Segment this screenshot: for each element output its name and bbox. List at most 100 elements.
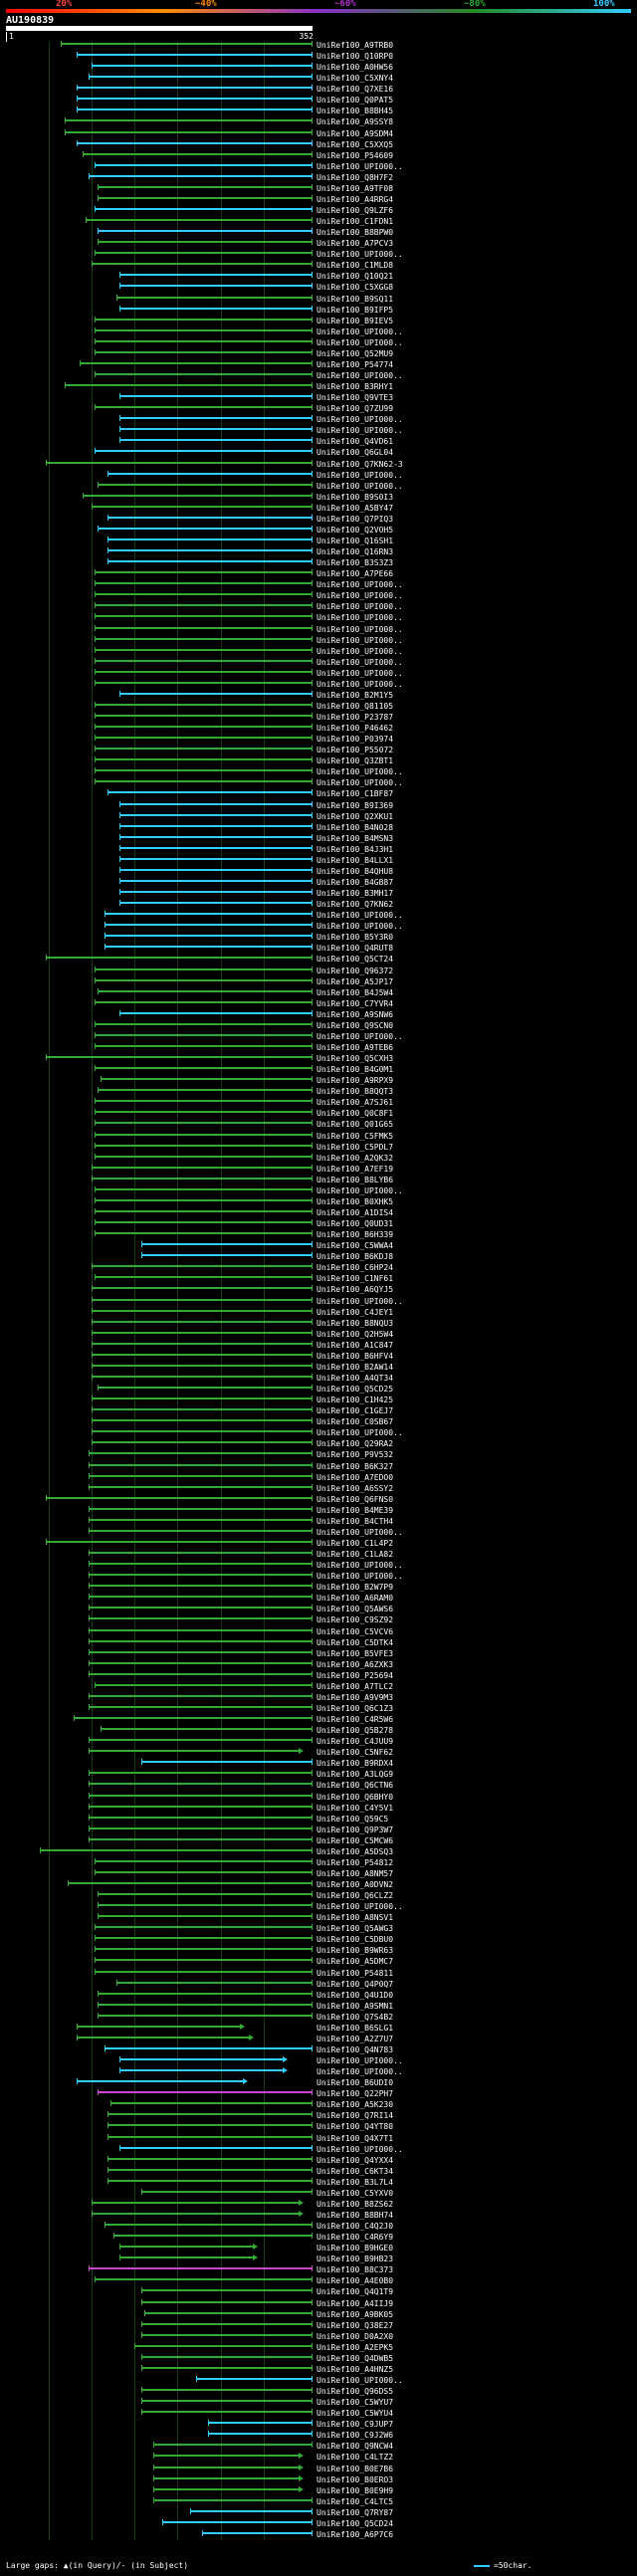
hit-label[interactable]: UniRef100_UPI000..: [317, 624, 403, 634]
hit-row[interactable]: UniRef100_A5K230: [0, 2099, 637, 2110]
hit-row[interactable]: UniRef100_C0SB67: [0, 1416, 637, 1427]
hit-label[interactable]: UniRef100_Q4YXX4: [317, 2155, 394, 2165]
hit-label[interactable]: UniRef100_A7PCV3: [317, 239, 394, 249]
hit-label[interactable]: UniRef100_A2QK32: [317, 1153, 394, 1163]
hit-label[interactable]: UniRef100_UPI000..: [317, 1296, 403, 1306]
hit-row[interactable]: UniRef100_UPI000..: [0, 370, 637, 381]
hit-row[interactable]: UniRef100_A9RPX9: [0, 1075, 637, 1086]
hit-row[interactable]: UniRef100_C4Y5V1: [0, 1803, 637, 1814]
hit-label[interactable]: UniRef100_A8NSV1: [317, 1913, 394, 1923]
hit-row[interactable]: UniRef100_Q22PH7: [0, 2088, 637, 2099]
hit-row[interactable]: UniRef100_Q5AWG3: [0, 1923, 637, 1934]
hit-label[interactable]: UniRef100_A2Z7U7: [317, 2034, 394, 2043]
hit-label[interactable]: UniRef100_Q5AWS6: [317, 1605, 394, 1614]
hit-row[interactable]: UniRef100_A6QYJ5: [0, 1284, 637, 1295]
hit-label[interactable]: UniRef100_Q4N783: [317, 2045, 394, 2055]
hit-label[interactable]: UniRef100_D0A2X0: [317, 2331, 394, 2341]
hit-row[interactable]: UniRef100_Q6BHY0: [0, 1792, 637, 1803]
hit-label[interactable]: UniRef100_UPI000..: [317, 2056, 403, 2066]
hit-label[interactable]: UniRef100_C5XNY4: [317, 74, 394, 84]
hit-row[interactable]: UniRef100_Q7PIQ3: [0, 514, 637, 525]
hit-row[interactable]: UniRef100_Q5CXH3: [0, 1053, 637, 1064]
hit-label[interactable]: UniRef100_Q7ZU99: [317, 404, 394, 414]
hit-label[interactable]: UniRef100_C5DBU0: [317, 1935, 394, 1945]
hit-row[interactable]: UniRef100_Q10Q21: [0, 271, 637, 282]
hit-row[interactable]: UniRef100_A7EF19: [0, 1164, 637, 1175]
hit-label[interactable]: UniRef100_Q4VD61: [317, 437, 394, 447]
hit-row[interactable]: UniRef100_P55072: [0, 745, 637, 755]
hit-row[interactable]: UniRef100_A4IIJ9: [0, 2298, 637, 2309]
hit-row[interactable]: UniRef100_B8BPW0: [0, 227, 637, 238]
hit-label[interactable]: UniRef100_Q2XKU1: [317, 811, 394, 821]
hit-row[interactable]: UniRef100_Q16SH1: [0, 536, 637, 546]
hit-label[interactable]: UniRef100_Q7RI14: [317, 2111, 394, 2121]
hit-row[interactable]: UniRef100_A7SJ61: [0, 1097, 637, 1108]
hit-row[interactable]: UniRef100_UPI000..: [0, 635, 637, 646]
hit-row[interactable]: UniRef100_UPI000..: [0, 766, 637, 777]
hit-row[interactable]: UniRef100_A5BY47: [0, 503, 637, 514]
hit-label[interactable]: UniRef100_C9SZ92: [317, 1615, 394, 1625]
hit-row[interactable]: UniRef100_C1NF61: [0, 1273, 637, 1284]
hit-label[interactable]: UniRef100_B3RHY1: [317, 382, 394, 392]
hit-row[interactable]: UniRef100_B6UDI0: [0, 2077, 637, 2088]
hit-label[interactable]: UniRef100_Q5CD25: [317, 1385, 394, 1395]
hit-row[interactable]: UniRef100_A1C847: [0, 1340, 637, 1351]
hit-label[interactable]: UniRef100_A7PE66: [317, 569, 394, 579]
hit-label[interactable]: UniRef100_C1LA82: [317, 1550, 394, 1560]
hit-row[interactable]: UniRef100_C5DBU0: [0, 1934, 637, 1945]
hit-label[interactable]: UniRef100_UPI000..: [317, 646, 403, 656]
hit-row[interactable]: UniRef100_B2M1Y5: [0, 690, 637, 701]
hit-label[interactable]: UniRef100_C5XGG8: [317, 283, 394, 293]
hit-label[interactable]: UniRef100_Q9SCN0: [317, 1020, 394, 1030]
hit-label[interactable]: UniRef100_Q10RP0: [317, 52, 394, 62]
hit-label[interactable]: UniRef100_Q01G65: [317, 1120, 394, 1130]
hit-label[interactable]: UniRef100_Q0C8F1: [317, 1109, 394, 1119]
hit-row[interactable]: UniRef100_A6SSY2: [0, 1483, 637, 1494]
hit-label[interactable]: UniRef100_Q10Q21: [317, 272, 394, 282]
hit-label[interactable]: UniRef100_C1GEJ7: [317, 1406, 394, 1416]
hit-label[interactable]: UniRef100_C1H425: [317, 1395, 394, 1405]
hit-label[interactable]: UniRef100_A9TEB6: [317, 1043, 394, 1052]
hit-label[interactable]: UniRef100_Q7RY87: [317, 2507, 394, 2517]
hit-row[interactable]: UniRef100_UPI000..: [0, 326, 637, 337]
hit-label[interactable]: UniRef100_A9SNW6: [317, 1009, 394, 1019]
hit-row[interactable]: UniRef100_UPI000..: [0, 481, 637, 492]
hit-label[interactable]: UniRef100_C9JUP7: [317, 2420, 394, 2430]
hit-row[interactable]: UniRef100_UPI000..: [0, 1571, 637, 1582]
hit-row[interactable]: UniRef100_Q3ZBT1: [0, 755, 637, 766]
hit-row[interactable]: UniRef100_A9SMN1: [0, 2001, 637, 2012]
hit-label[interactable]: UniRef100_UPI000..: [317, 922, 403, 932]
hit-row[interactable]: UniRef100_UPI000..: [0, 2144, 637, 2155]
hit-row[interactable]: UniRef100_C1MLD8: [0, 260, 637, 271]
hit-row[interactable]: UniRef100_B3L7L4: [0, 2177, 637, 2188]
hit-label[interactable]: UniRef100_C5DTK4: [317, 1637, 394, 1647]
hit-label[interactable]: UniRef100_C5PDL7: [317, 1142, 394, 1152]
hit-row[interactable]: UniRef100_P46462: [0, 723, 637, 734]
hit-label[interactable]: UniRef100_UPI000..: [317, 1428, 403, 1438]
hit-label[interactable]: UniRef100_A6QYJ5: [317, 1285, 394, 1295]
hit-row[interactable]: UniRef100_C5WYU4: [0, 2408, 637, 2419]
hit-row[interactable]: UniRef100_C5YXV0: [0, 2188, 637, 2199]
hit-row[interactable]: UniRef100_C1L4P2: [0, 1538, 637, 1549]
hit-row[interactable]: UniRef100_P54609: [0, 150, 637, 161]
hit-row[interactable]: UniRef100_Q9VTE3: [0, 392, 637, 403]
hit-label[interactable]: UniRef100_P25694: [317, 1670, 394, 1680]
hit-label[interactable]: UniRef100_A6ZXK3: [317, 1659, 394, 1669]
hit-label[interactable]: UniRef100_A5DMC7: [317, 1957, 394, 1967]
hit-label[interactable]: UniRef100_A4HNZ5: [317, 2364, 394, 2374]
hit-row[interactable]: UniRef100_B4GB87: [0, 877, 637, 888]
hit-label[interactable]: UniRef100_Q81105: [317, 701, 394, 711]
hit-row[interactable]: UniRef100_Q29RA2: [0, 1438, 637, 1449]
hit-row[interactable]: UniRef100_A8NSV1: [0, 1912, 637, 1923]
hit-row[interactable]: UniRef100_A9SDM4: [0, 128, 637, 139]
hit-row[interactable]: UniRef100_B9I369: [0, 800, 637, 811]
hit-row[interactable]: UniRef100_UPI000..: [0, 646, 637, 657]
hit-row[interactable]: UniRef100_C4R5W6: [0, 1714, 637, 1725]
hit-label[interactable]: UniRef100_B4MSN3: [317, 833, 394, 843]
hit-label[interactable]: UniRef100_B8ZS62: [317, 2199, 394, 2209]
hit-row[interactable]: UniRef100_B8BH45: [0, 106, 637, 116]
hit-row[interactable]: UniRef100_B6H339: [0, 1229, 637, 1240]
hit-row[interactable]: UniRef100_A6ZXK3: [0, 1659, 637, 1670]
hit-label[interactable]: UniRef100_A5K230: [317, 2100, 394, 2110]
hit-row[interactable]: UniRef100_Q4VD61: [0, 436, 637, 447]
